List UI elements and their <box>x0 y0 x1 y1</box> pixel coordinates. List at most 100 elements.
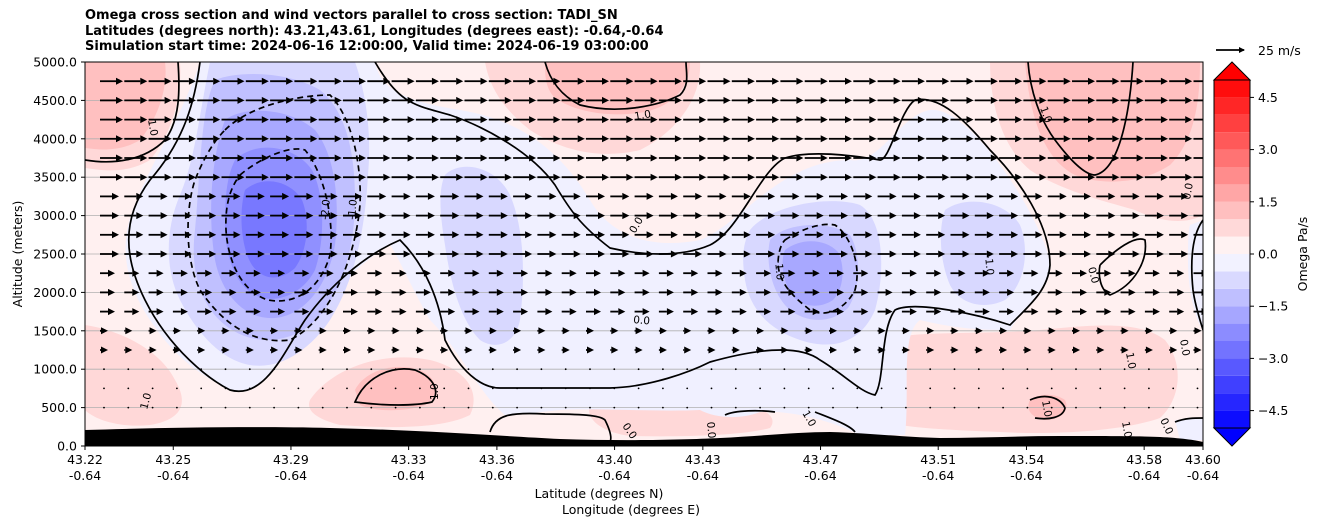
wind-vector-head <box>465 346 473 354</box>
wind-vector-head <box>1136 135 1144 143</box>
wind-vector <box>1172 406 1175 409</box>
wind-vector-head <box>1024 346 1032 354</box>
wind-vector-head <box>816 231 824 239</box>
wind-vector-head <box>772 135 780 143</box>
wind-vector-head <box>431 173 439 181</box>
colorbar-segment <box>1214 114 1250 133</box>
wind-vector-head <box>577 77 585 85</box>
wind-vector-head <box>136 192 144 200</box>
wind-vector-head <box>278 269 286 277</box>
wind-vector-head <box>1097 346 1105 354</box>
wind-vector-head <box>368 327 376 335</box>
wind-vector <box>832 406 834 409</box>
wind-vector-head <box>136 250 144 258</box>
x-tick-label-lon: -0.64 <box>1010 468 1042 483</box>
wind-vector-head <box>1121 327 1129 335</box>
wind-vector-head <box>1132 250 1140 258</box>
wind-vector-head <box>642 269 650 277</box>
wind-vector-head <box>1035 250 1043 258</box>
wind-vector <box>516 406 518 409</box>
wind-vector-head <box>1015 135 1023 143</box>
wind-vector-head <box>553 135 561 143</box>
wind-vector-head <box>962 231 970 239</box>
contour-zero-bottomsmall2 <box>724 409 776 416</box>
wind-vector <box>467 387 470 390</box>
colorbar-segment <box>1214 80 1250 98</box>
wind-vector-head <box>514 327 522 335</box>
wind-vector <box>807 406 810 409</box>
wind-vector-head <box>310 154 318 162</box>
wind-vector <box>832 387 834 390</box>
wind-vector <box>589 406 591 409</box>
x-tick-label-lat: 43.33 <box>391 452 427 467</box>
wind-vector-head <box>723 135 731 143</box>
wind-vector-head <box>452 212 460 220</box>
wind-vector-head <box>525 192 533 200</box>
wind-vector-head <box>222 327 230 335</box>
wind-vector-head <box>958 288 966 296</box>
wind-vector-head <box>670 250 678 258</box>
wind-vector-head <box>962 250 970 258</box>
wind-vector-head <box>1152 288 1160 296</box>
colorbar-tick-label: −3.0 <box>1258 351 1288 366</box>
wind-vector-head <box>982 269 990 277</box>
wind-vector-head <box>108 288 115 296</box>
wind-vector-head <box>1160 173 1168 181</box>
wind-vector-head <box>112 212 119 220</box>
wind-vector-head <box>986 231 994 239</box>
wind-vector-head <box>355 250 362 258</box>
wind-vector-head <box>545 288 553 296</box>
wind-vector-head <box>383 154 391 162</box>
wind-vector-head <box>816 212 824 220</box>
wind-vector-head <box>841 192 848 200</box>
wind-vector-head <box>861 269 869 277</box>
y-tick-label: 3500.0 <box>33 170 77 185</box>
wind-vector-head <box>772 77 780 85</box>
wind-vector-head <box>1048 327 1056 335</box>
wind-vector-head <box>1088 135 1095 143</box>
wind-vector-head <box>812 308 820 316</box>
wind-vector-head <box>695 212 703 220</box>
wind-vector-head <box>500 231 508 239</box>
wind-vector-head <box>229 288 237 296</box>
x-tick-label-lon: -0.64 <box>687 468 719 483</box>
wind-vector-head <box>1031 288 1039 296</box>
wind-vector-head <box>938 212 946 220</box>
terrain-fill <box>85 427 1203 446</box>
wind-vector-head <box>359 173 366 181</box>
wind-vector-head <box>982 288 990 296</box>
wind-vector-head <box>112 250 119 258</box>
wind-vector-head <box>359 154 366 162</box>
wind-vector-head <box>101 346 108 354</box>
wind-vector-head <box>302 269 310 277</box>
wind-vector <box>516 387 518 390</box>
wind-vector-head <box>837 269 844 277</box>
wind-vector-head <box>149 327 157 335</box>
wind-vector-head <box>261 96 269 104</box>
wind-vector-head <box>1084 231 1091 239</box>
wind-vector-head <box>577 173 585 181</box>
x-tick-label-lon: -0.64 <box>392 468 424 483</box>
wind-vector-head <box>927 327 935 335</box>
contour-label: 1.0 <box>633 108 652 123</box>
wind-vector-head <box>383 116 391 124</box>
wind-vector <box>321 368 324 371</box>
wind-vector-head <box>480 154 488 162</box>
wind-vector-head <box>205 269 213 277</box>
wind-vector-head <box>407 77 415 85</box>
colorbar-segment <box>1214 323 1250 341</box>
wind-vector <box>807 387 810 390</box>
wind-vector <box>686 387 689 390</box>
wind-vector-head <box>496 288 504 296</box>
wind-vector-head <box>525 231 533 239</box>
wind-vector-head <box>1080 308 1087 316</box>
fill-band-positive-bottom-left <box>85 325 182 426</box>
wind-vector <box>127 406 130 409</box>
title-line-1: Omega cross section and wind vectors par… <box>85 8 618 23</box>
wind-vector-head <box>1011 250 1019 258</box>
wind-vector-head <box>1088 173 1095 181</box>
wind-vector-head <box>587 327 594 335</box>
wind-vector-head <box>611 327 619 335</box>
wind-vector-head <box>622 250 630 258</box>
wind-vector-head <box>666 269 674 277</box>
